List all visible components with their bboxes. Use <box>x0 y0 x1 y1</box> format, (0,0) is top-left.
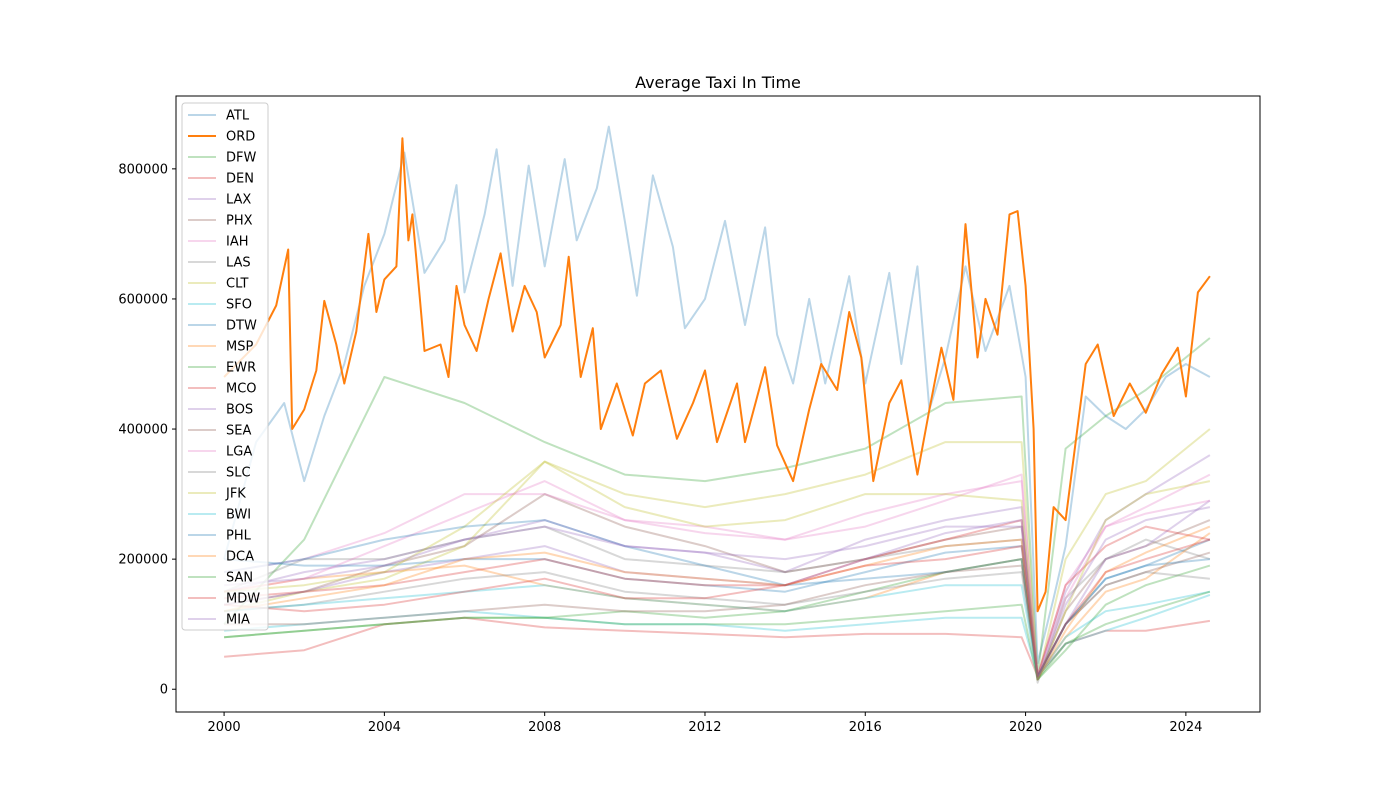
series-line-atl <box>223 125 1211 665</box>
legend-label: PHX <box>226 214 253 229</box>
y-axis: 0 200000 400000 600000 800000 <box>118 162 176 698</box>
legend-label: LGA <box>226 445 252 460</box>
legend-label: MDW <box>226 592 260 607</box>
legend-label: SAN <box>226 571 253 586</box>
series-line-ord <box>223 137 1211 613</box>
legend-label: PHL <box>226 529 252 544</box>
series-layer <box>223 125 1211 684</box>
series-line-lax <box>223 454 1211 678</box>
series-line-phx <box>223 493 1211 681</box>
x-tick-label: 2004 <box>368 720 401 735</box>
legend: ATL ORD DFW DEN LAX PHX IAH LAS CLT SFO DTW MSP EWR M… <box>181 102 269 631</box>
legend-label: BWI <box>226 508 251 523</box>
legend-label: DEN <box>226 172 254 187</box>
legend-label: IAH <box>226 235 249 250</box>
series-line-ewr <box>224 558 1211 681</box>
series-line-iah <box>223 473 1211 678</box>
y-tick-label: 200000 <box>118 553 168 568</box>
series-line-dtw <box>224 538 1211 678</box>
series-line-san <box>224 590 1211 681</box>
legend-box <box>181 102 269 631</box>
y-tick-label: 400000 <box>118 423 168 438</box>
legend-label: DTW <box>226 319 257 334</box>
legend-label: SLC <box>226 466 251 481</box>
legend-label: MSP <box>226 340 253 355</box>
series-line-dca <box>223 525 1211 681</box>
legend-label: DCA <box>226 550 254 565</box>
plot-frame <box>175 95 1261 713</box>
legend-label: LAX <box>226 193 251 208</box>
x-tick-label: 2020 <box>1009 720 1042 735</box>
series-line-jfk <box>224 460 1211 681</box>
legend-label: DFW <box>226 151 256 166</box>
x-tick-label: 2024 <box>1169 720 1202 735</box>
series-line-slc <box>224 571 1211 681</box>
series-line-bwi <box>224 584 1211 678</box>
series-line-bos <box>223 499 1211 678</box>
legend-label: MCO <box>226 382 257 397</box>
legend-label: ATL <box>226 109 250 124</box>
series-line-phl <box>223 519 1211 678</box>
x-tick-label: 2016 <box>849 720 882 735</box>
x-tick-label: 2000 <box>208 720 241 735</box>
y-tick-label: 800000 <box>118 162 168 177</box>
series-line-sfo <box>224 593 1211 678</box>
series-line-las <box>223 525 1211 684</box>
legend-label: EWR <box>226 361 256 376</box>
series-line-mdw <box>224 538 1211 678</box>
legend-label: JFK <box>225 487 246 502</box>
legend-label: LAS <box>226 256 251 271</box>
legend-label: ORD <box>226 130 255 145</box>
series-line-den <box>224 616 1211 678</box>
legend-label: SFO <box>226 298 252 313</box>
series-line-msp <box>223 532 1211 678</box>
series-line-mia <box>224 506 1211 681</box>
legend-label: MIA <box>226 613 250 628</box>
y-tick-label: 600000 <box>118 292 168 307</box>
x-tick-label: 2012 <box>688 720 721 735</box>
x-axis: 2000 2004 2008 2012 2016 2020 2024 <box>208 712 1202 735</box>
legend-label: SEA <box>226 424 251 439</box>
y-tick-label: 0 <box>160 683 168 698</box>
chart-title: Average Taxi In Time <box>635 73 801 92</box>
series-line-dfw <box>223 337 1211 678</box>
x-tick-label: 2008 <box>528 720 561 735</box>
series-line-mco <box>224 519 1211 678</box>
legend-label: CLT <box>226 277 249 292</box>
series-line-lga <box>223 480 1211 678</box>
series-line-clt <box>223 428 1211 681</box>
series-line-sea <box>224 551 1211 678</box>
legend-label: BOS <box>226 403 253 418</box>
